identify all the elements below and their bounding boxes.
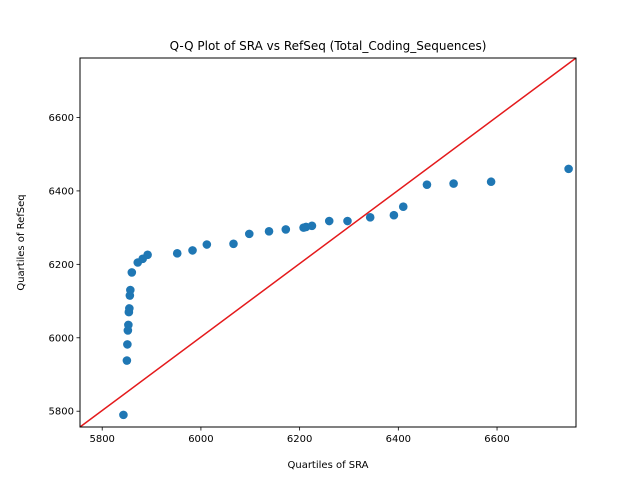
y-axis-label: Quartiles of RefSeq	[16, 194, 27, 290]
x-tick-label-2: 6200	[287, 434, 312, 445]
y-axis: 5800 6000 6200 6400 6600	[49, 113, 80, 418]
chart-title: Q-Q Plot of SRA vs RefSeq (Total_Coding_…	[170, 39, 487, 53]
data-point-17	[244, 229, 254, 239]
x-axis-label: Quartiles of SRA	[287, 460, 368, 471]
data-point-9	[127, 268, 137, 277]
x-axis: 5800 6000 6200 6400 6600	[89, 427, 510, 445]
data-point-30	[486, 177, 496, 187]
data-point-24	[343, 216, 352, 226]
x-tick-label-4: 6600	[484, 434, 509, 445]
data-point-19	[281, 225, 291, 234]
data-point-31	[564, 164, 573, 174]
data-point-6	[125, 304, 134, 313]
y-tick-label-2: 6200	[49, 260, 74, 271]
y-tick-label-1: 6000	[49, 333, 74, 344]
data-point-26	[389, 210, 399, 220]
data-point-1	[122, 356, 132, 365]
data-point-16	[229, 239, 238, 249]
data-point-28	[422, 180, 432, 189]
reference-line	[79, 57, 577, 428]
data-point-13	[172, 249, 182, 258]
data-point-22	[307, 221, 317, 231]
data-point-14	[188, 246, 197, 255]
data-point-25	[365, 213, 375, 222]
y-tick-label-4: 6600	[49, 113, 74, 124]
data-point-15	[202, 240, 212, 249]
data-marks	[119, 164, 573, 420]
data-point-12	[143, 250, 152, 260]
data-point-2	[123, 340, 132, 349]
x-tick-label-0: 5800	[89, 434, 114, 445]
x-tick-label-3: 6400	[386, 434, 411, 445]
data-point-23	[324, 216, 334, 226]
data-point-0	[119, 410, 128, 420]
plot-frame	[79, 57, 577, 428]
x-tick-label-1: 6000	[188, 434, 213, 445]
data-point-8	[126, 285, 135, 295]
data-point-4	[124, 320, 133, 330]
y-tick-label-0: 5800	[49, 407, 74, 418]
data-point-18	[264, 227, 274, 236]
data-point-29	[449, 179, 458, 188]
plot-area	[79, 57, 577, 428]
data-point-27	[398, 202, 408, 211]
y-tick-label-3: 6400	[49, 186, 74, 197]
